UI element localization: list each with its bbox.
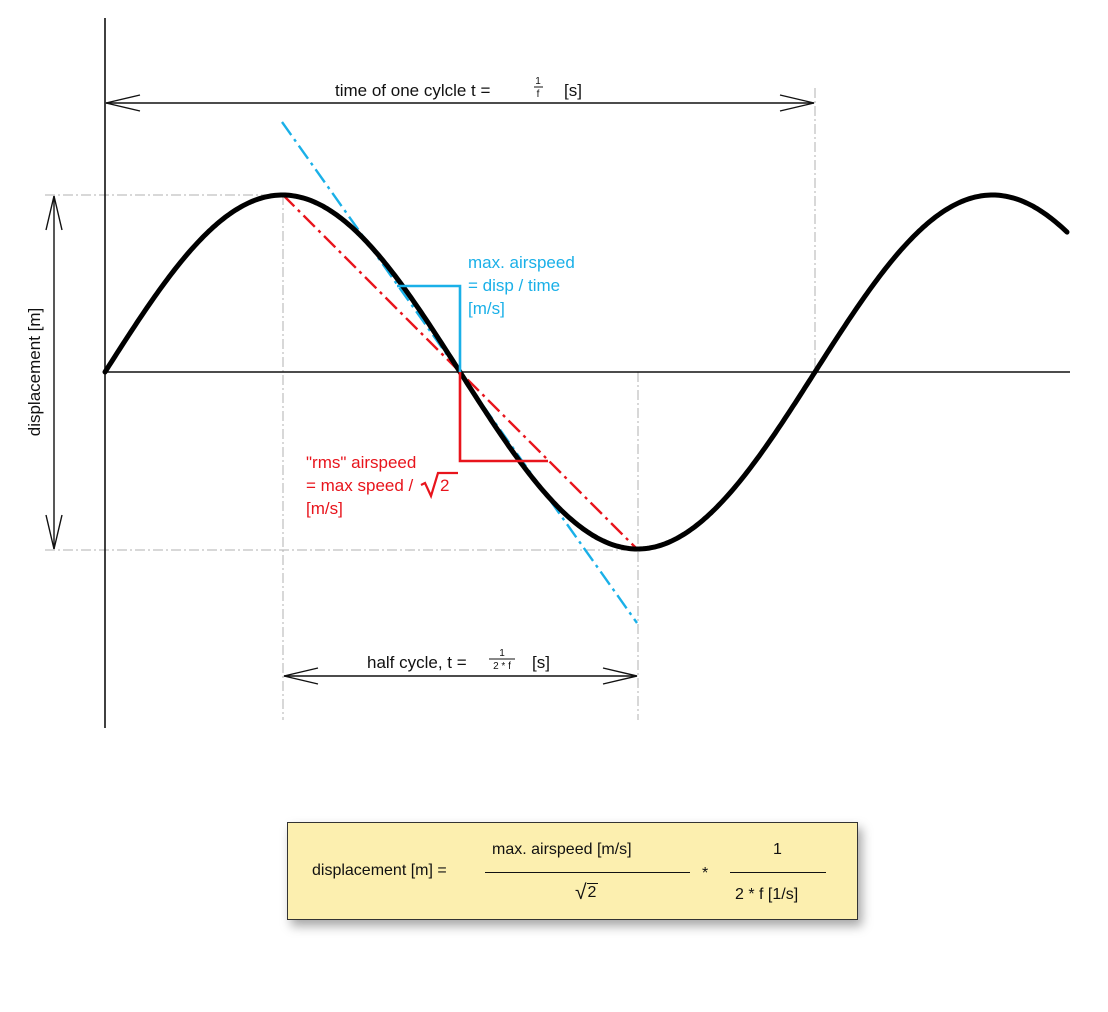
guide-lines (45, 88, 816, 720)
red-annotation: "rms" airspeed = max speed / 2 [m/s] (306, 453, 458, 518)
svg-text:[s]: [s] (532, 653, 550, 672)
svg-text:max. airspeed: max. airspeed (468, 253, 575, 272)
svg-text:"rms" airspeed: "rms" airspeed (306, 453, 416, 472)
svg-text:f: f (537, 89, 540, 100)
formula-fraction2-bar (730, 872, 826, 873)
sine-wave (102, 192, 1070, 552)
svg-text:[m/s]: [m/s] (306, 499, 343, 518)
svg-text:1: 1 (535, 76, 541, 87)
half-cycle-arrow (283, 667, 638, 685)
blue-tangent-line (281, 121, 638, 624)
svg-text:2 * f: 2 * f (493, 661, 511, 672)
formula-fraction1-denominator: √2 (575, 881, 599, 904)
displacement-label: displacement [m] (25, 308, 44, 437)
svg-text:time of one cylcle t =: time of one cylcle t = (335, 81, 491, 100)
svg-text:= max speed /: = max speed / (306, 476, 414, 495)
formula-box: displacement [m] = max. airspeed [m/s] √… (287, 822, 858, 920)
svg-text:half cycle, t =: half cycle, t = (367, 653, 467, 672)
formula-fraction1-bar (485, 872, 690, 873)
formula-fraction2-numerator: 1 (773, 841, 782, 858)
displacement-arrow (45, 195, 63, 550)
half-cycle-label: half cycle, t = 1 2 * f [s] (367, 648, 550, 672)
blue-annotation: max. airspeed = disp / time [m/s] (468, 253, 575, 318)
formula-fraction2-denominator: 2 * f [1/s] (735, 886, 799, 903)
svg-text:1: 1 (499, 648, 505, 659)
full-cycle-label: time of one cylcle t = 1 f [s] (335, 76, 582, 100)
blue-slope-triangle (397, 284, 462, 372)
red-sqrt-symbol: 2 (420, 471, 458, 500)
formula-lhs: displacement [m] = (312, 862, 447, 879)
full-cycle-arrow (105, 94, 815, 112)
svg-text:= disp / time: = disp / time (468, 276, 560, 295)
formula-fraction1-numerator: max. airspeed [m/s] (492, 841, 632, 858)
formula-times: * (702, 865, 709, 882)
svg-text:[s]: [s] (564, 81, 582, 100)
red-slope-triangle (458, 372, 548, 463)
svg-text:2: 2 (440, 476, 449, 495)
red-secant-line (282, 194, 639, 551)
sqrt-icon: √ (575, 881, 587, 904)
svg-text:[m/s]: [m/s] (468, 299, 505, 318)
